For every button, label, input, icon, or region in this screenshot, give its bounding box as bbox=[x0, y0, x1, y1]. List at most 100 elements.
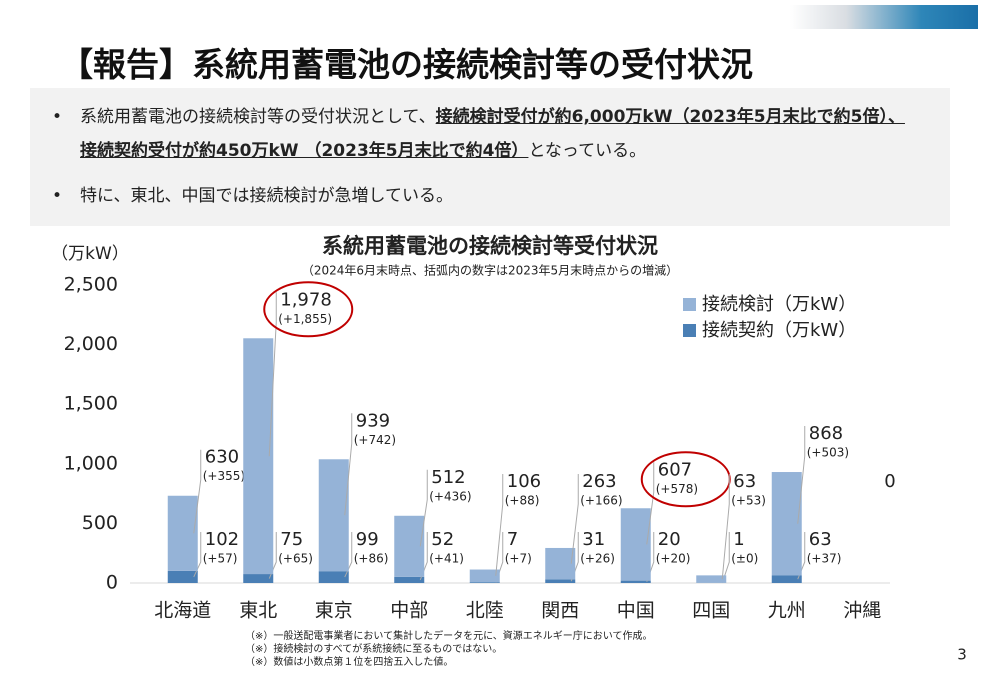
change-label: (+20) bbox=[656, 552, 691, 566]
y-tick-label: 500 bbox=[82, 512, 118, 534]
data-label: 75 bbox=[280, 529, 303, 550]
x-tick-label: 東京 bbox=[315, 600, 353, 622]
chart-subtitle: （2024年6月末時点、括弧内の数字は2023年5月末時点からの増減） bbox=[302, 263, 678, 278]
chart-title: 系統用蓄電池の接続検討等受付状況 bbox=[322, 234, 658, 258]
x-tick-label: 北海道 bbox=[154, 600, 211, 622]
summary-box bbox=[30, 88, 950, 226]
x-tick-label: 中部 bbox=[390, 600, 428, 622]
change-label: (+355) bbox=[203, 469, 245, 483]
legend-swatch bbox=[683, 298, 696, 311]
change-label: (+578) bbox=[656, 482, 698, 496]
x-tick-label: 四国 bbox=[692, 600, 730, 622]
change-label: (+88) bbox=[505, 494, 540, 508]
bar-segment bbox=[469, 582, 500, 583]
data-label: 52 bbox=[431, 529, 454, 550]
change-label: (+166) bbox=[580, 494, 622, 508]
bar-segment bbox=[771, 472, 802, 576]
data-label: 7 bbox=[507, 529, 518, 550]
data-label: 106 bbox=[507, 471, 541, 492]
data-label: 31 bbox=[582, 529, 605, 550]
bar-segment bbox=[771, 575, 802, 583]
y-tick-label: 1,000 bbox=[64, 452, 118, 474]
bullet: • 特に、東北、中国では接続検討が急増している。 bbox=[52, 179, 912, 213]
leader-line bbox=[495, 474, 504, 576]
highlight-circle bbox=[263, 281, 354, 338]
bar-segment bbox=[696, 575, 727, 583]
bar-segment bbox=[620, 580, 651, 583]
data-label: 263 bbox=[582, 471, 616, 492]
data-label: 1,978 bbox=[280, 289, 332, 310]
change-label: (+436) bbox=[429, 489, 471, 503]
x-tick-label: 北陸 bbox=[466, 600, 504, 622]
bullet-text: 系統用蓄電池の接続検討等の受付状況として、 bbox=[80, 107, 436, 127]
data-label: 20 bbox=[658, 529, 681, 550]
change-label: (+26) bbox=[580, 552, 615, 566]
header-decoration bbox=[790, 5, 978, 29]
x-tick-label: 関西 bbox=[541, 600, 579, 622]
legend-label: 接続検討（万kW） bbox=[702, 294, 856, 315]
y-tick-label: 2,500 bbox=[64, 274, 118, 296]
x-tick-label: 沖縄 bbox=[843, 600, 881, 622]
bar-segment bbox=[469, 569, 500, 583]
change-label: (+53) bbox=[731, 494, 766, 508]
change-label: (+742) bbox=[354, 433, 396, 447]
page-number: 3 bbox=[957, 646, 967, 664]
bar-segment bbox=[167, 570, 198, 583]
bar-segment bbox=[318, 459, 349, 572]
data-label: 0 bbox=[884, 471, 895, 492]
bar-segment bbox=[394, 576, 425, 583]
leader-line bbox=[721, 474, 730, 580]
data-label: 99 bbox=[356, 529, 379, 550]
x-tick-label: 東北 bbox=[239, 600, 277, 622]
data-label: 630 bbox=[205, 447, 239, 468]
legend-label: 接続契約（万kW） bbox=[702, 320, 856, 341]
leader-line bbox=[570, 474, 579, 564]
footnote: （※）数値は小数点第１位を四捨五入した値。 bbox=[245, 655, 453, 668]
change-label: (+86) bbox=[354, 552, 389, 566]
y-tick-label: 0 bbox=[106, 572, 118, 594]
leader-line bbox=[797, 426, 806, 524]
bullet-text: となっている。 bbox=[528, 141, 647, 161]
change-label: (+503) bbox=[807, 446, 849, 460]
leader-line bbox=[344, 413, 353, 516]
bar-segment bbox=[243, 574, 274, 583]
bar-segment bbox=[318, 571, 349, 583]
data-label: 939 bbox=[356, 410, 390, 431]
change-label: (+7) bbox=[505, 552, 532, 566]
change-label: (+57) bbox=[203, 552, 238, 566]
bar-segment bbox=[545, 579, 576, 583]
change-label: (+1,855) bbox=[278, 312, 332, 326]
bullet: • 系統用蓄電池の接続検討等の受付状況として、接続検討受付が約6,000万kW（2… bbox=[52, 107, 905, 161]
leader-line bbox=[419, 469, 428, 547]
leader-line bbox=[193, 532, 202, 578]
footnote: （※）一般送配電事業者において集計したデータを元に、資源エネルギー庁において作成… bbox=[245, 629, 652, 642]
y-axis-label: （万kW） bbox=[51, 244, 129, 264]
x-tick-label: 九州 bbox=[768, 600, 806, 622]
slide-title: 【報告】系統用蓄電池の接続検討等の受付状況 bbox=[60, 45, 753, 84]
data-label: 607 bbox=[658, 459, 692, 480]
bar-segment bbox=[243, 338, 274, 575]
bullet-emphasis: 接続検討受付が約6,000万kW（2023年5月末比で約5倍）、接続契約受付が約… bbox=[80, 107, 905, 161]
bullet-text: 特に、東北、中国では接続検討が急増している。 bbox=[80, 186, 453, 206]
legend-swatch bbox=[683, 324, 696, 337]
bar-segment bbox=[545, 547, 576, 580]
data-label: 512 bbox=[431, 467, 465, 488]
change-label: (+37) bbox=[807, 552, 842, 566]
footnote: （※）接続検討のすべてが系統接続に至るものではない。 bbox=[245, 642, 502, 655]
change-label: (+41) bbox=[429, 552, 464, 566]
bar-segment bbox=[394, 515, 425, 577]
bar-segment bbox=[620, 508, 651, 581]
data-label: 1 bbox=[733, 529, 744, 550]
y-tick-label: 2,000 bbox=[64, 333, 118, 355]
y-tick-label: 1,500 bbox=[64, 393, 118, 415]
change-label: (+65) bbox=[278, 552, 313, 566]
data-label: 868 bbox=[809, 423, 843, 444]
leader-line bbox=[646, 462, 655, 545]
data-label: 63 bbox=[809, 529, 832, 550]
x-tick-label: 中国 bbox=[617, 600, 655, 622]
data-label: 63 bbox=[733, 471, 756, 492]
leader-line bbox=[268, 292, 277, 457]
change-label: (±0) bbox=[731, 552, 758, 566]
